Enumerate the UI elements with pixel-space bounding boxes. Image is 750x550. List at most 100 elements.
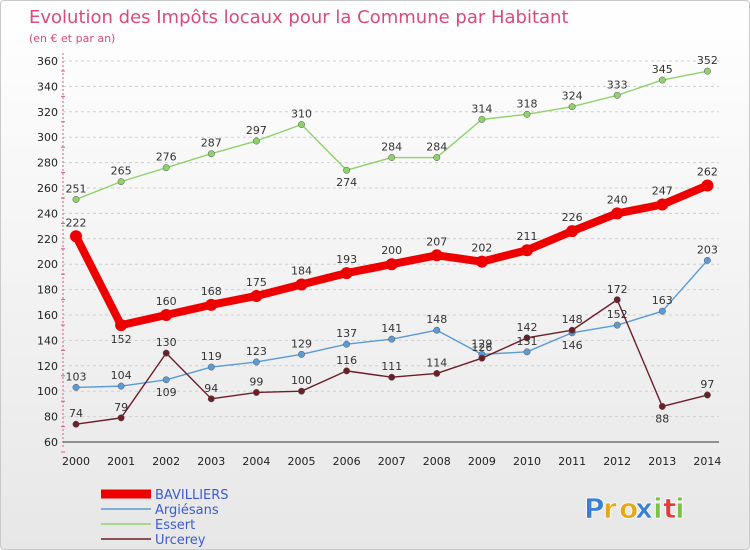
y-tick-label: 200 [37, 258, 58, 271]
data-label-bavilliers: 240 [607, 193, 628, 206]
logo-letter: P [584, 492, 605, 525]
data-point-bavilliers [160, 309, 173, 321]
data-label-argi-sans: 141 [381, 322, 402, 335]
data-label-bavilliers: 207 [426, 235, 447, 248]
data-point-essert [568, 103, 576, 111]
data-label-bavilliers: 175 [246, 276, 267, 289]
data-label-essert: 297 [246, 124, 267, 137]
data-point-argi-sans [658, 307, 666, 315]
data-point-argi-sans [207, 363, 215, 371]
logo-letter: r [603, 492, 617, 525]
data-label-essert: 318 [517, 97, 538, 110]
data-label-argi-sans: 103 [66, 370, 87, 383]
data-label-essert: 284 [426, 141, 447, 154]
data-point-essert [433, 154, 441, 161]
data-label-urcerey: 130 [156, 336, 177, 349]
data-point-argi-sans [72, 383, 80, 391]
legend-label-essert: Essert [155, 518, 195, 533]
y-tick-label: 260 [37, 182, 58, 195]
data-label-bavilliers: 168 [201, 285, 222, 298]
legend-label-bavilliers: BAVILLIERS [155, 488, 229, 503]
logo-letter: o [619, 492, 638, 525]
x-tick-label: 2005 [288, 455, 316, 468]
y-tick-label: 180 [37, 284, 58, 297]
y-tick-label: 360 [37, 55, 58, 68]
data-point-essert [478, 115, 486, 123]
logo-letter: t [663, 492, 676, 525]
data-point-bavilliers [115, 319, 128, 332]
data-labels: 251 265 276 287 297 310 274 284 284 314 318 324 333 3… [66, 54, 718, 425]
data-label-argi-sans: 119 [201, 350, 222, 363]
x-tick-label: 2002 [152, 455, 180, 468]
chart-title: Evolution des Impôts locaux pour la Comm… [29, 7, 569, 28]
data-label-bavilliers: 211 [517, 230, 538, 243]
data-point-essert [117, 178, 125, 186]
x-tick-label: 2013 [648, 455, 676, 468]
data-point-urcerey [252, 389, 260, 396]
x-tick-label: 2012 [603, 455, 631, 468]
y-tick-label: 120 [37, 360, 58, 373]
data-label-argi-sans: 109 [156, 386, 177, 399]
legend-label-urcerey: Urcerey [155, 533, 206, 548]
logo-letter: i [675, 492, 685, 525]
data-label-urcerey: 100 [291, 374, 312, 387]
data-label-essert: 324 [562, 90, 583, 103]
data-point-urcerey [568, 326, 576, 334]
data-label-essert: 284 [381, 141, 402, 154]
data-label-bavilliers: 226 [562, 211, 583, 224]
logo-letter: i [653, 492, 663, 525]
data-point-urcerey [433, 369, 441, 377]
data-label-argi-sans: 129 [291, 337, 312, 350]
y-tick-label: 80 [44, 411, 58, 424]
chart-subtitle: (en € et par an) [29, 32, 115, 45]
data-label-urcerey: 116 [336, 354, 357, 367]
data-point-urcerey [703, 391, 711, 399]
data-point-bavilliers [385, 258, 398, 271]
data-label-urcerey: 94 [204, 382, 218, 395]
x-tick-label: 2006 [333, 455, 361, 468]
data-label-bavilliers: 222 [66, 216, 87, 229]
data-label-essert: 314 [471, 102, 492, 115]
data-point-bavilliers [295, 278, 308, 291]
data-point-urcerey [207, 395, 215, 403]
data-label-argi-sans: 129 [471, 337, 492, 350]
x-tick-label: 2011 [558, 455, 586, 468]
data-point-essert [388, 154, 396, 161]
data-label-bavilliers: 200 [381, 244, 402, 257]
data-point-argi-sans [388, 335, 396, 343]
data-label-urcerey: 79 [114, 401, 128, 414]
data-point-urcerey [162, 349, 170, 357]
y-tick-label: 160 [37, 309, 58, 322]
data-label-bavilliers: 160 [156, 295, 177, 308]
data-point-urcerey [72, 420, 80, 428]
x-tick-label: 2009 [468, 455, 496, 468]
data-point-argi-sans [298, 350, 305, 358]
y-tick-label: 60 [44, 436, 58, 449]
data-label-argi-sans: 146 [562, 339, 583, 352]
data-point-bavilliers [475, 255, 488, 268]
y-tick-label: 240 [37, 207, 58, 220]
data-point-essert [162, 164, 170, 172]
data-point-essert [207, 150, 215, 158]
data-label-essert: 345 [652, 63, 673, 76]
data-label-argi-sans: 203 [697, 243, 718, 256]
data-point-bavilliers [566, 225, 579, 238]
data-label-argi-sans: 152 [607, 308, 628, 321]
x-tick-label: 2001 [107, 455, 135, 468]
data-point-essert [72, 195, 80, 203]
data-point-argi-sans [252, 358, 260, 366]
data-point-urcerey [478, 354, 486, 362]
x-tick-label: 2000 [62, 455, 90, 468]
data-point-urcerey [658, 402, 666, 410]
data-point-essert [252, 137, 260, 145]
data-label-argi-sans: 131 [517, 335, 538, 348]
data-point-essert [523, 110, 531, 118]
data-label-argi-sans: 137 [336, 327, 357, 340]
data-label-bavilliers: 247 [652, 185, 673, 198]
data-label-essert: 310 [291, 108, 312, 121]
data-label-essert: 251 [66, 182, 87, 195]
data-point-bavilliers [521, 244, 533, 257]
data-label-urcerey: 99 [249, 375, 263, 388]
